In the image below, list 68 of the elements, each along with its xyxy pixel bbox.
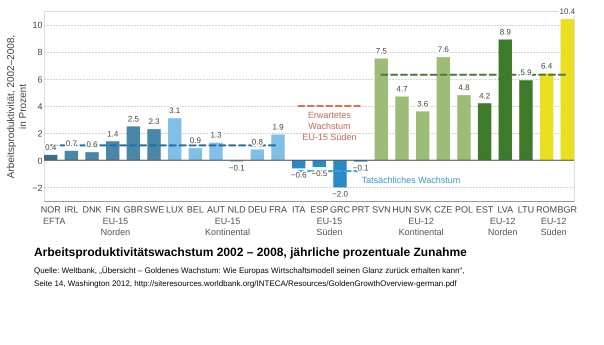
x-tick-label: DEU [248,204,267,214]
y-tick-label: −2 [32,182,42,193]
x-tick-label: FIN [105,204,120,214]
annotation: Tatsächliches Wachstum [362,175,460,185]
x-tick-label: SWE [144,204,164,214]
data-label: −0.6 [290,170,308,180]
x-tick-label: EST [476,204,494,214]
x-tick-label: GBR [124,204,144,214]
data-label: 1.3 [210,130,222,140]
x-tick-label: DNK [82,204,102,214]
data-label: 4.2 [479,91,491,100]
data-label: 4.8 [458,83,470,92]
y-tick-label: 8 [37,47,42,58]
text: EU-12 Süden [540,216,567,237]
x-tick-label: IRL [64,204,78,214]
data-label: 0.8 [252,137,264,146]
x-tick-label: ROM [536,204,558,214]
y-axis-title: Arbeitsproduktivität, 2002–2008, in Prozent [6,34,30,178]
x-tick-label: NLD [228,204,246,214]
data-label: 6.4 [541,61,553,70]
x-tick-label: BEL [186,204,204,214]
text: EU-15 Norden [100,216,130,237]
y-tick-label: 0 [37,156,42,166]
data-label: 1.9 [272,122,284,132]
data-label: 10.4 [559,7,576,16]
data-label: 2.3 [148,117,160,126]
data-label: 3.6 [417,99,429,108]
data-label: 3.1 [169,106,181,116]
x-tick-label: NOR [40,204,62,214]
x-tick-label: CZE [434,204,452,214]
x-tick-label: SVN [372,204,391,214]
data-label: −0.1 [352,164,370,173]
y-tick-label: 10 [32,20,42,30]
x-tick-label: LUX [166,204,184,214]
data-label: 1.4 [107,129,119,138]
x-tick-label: SVK [414,204,432,214]
text: EU-15 Kontinental [204,216,250,237]
y-tick-label: 4 [37,102,42,112]
text: Arbeitsproduktivitätswachstum 2002 – 2008, jährliche prozentuale Zunahme [34,245,468,259]
text: EU-12 Norden [488,216,518,237]
x-tick-label: AUT [207,204,226,214]
annotation: Erwartetes Wachstum EU-15 Süden [302,110,356,142]
x-tick-label: LVA [497,204,514,214]
x-tick-label: HUN [392,204,412,214]
y-tick-label: 6 [37,74,42,84]
x-tick-label: FRA [269,204,288,214]
x-tick-label: ESP [310,204,328,214]
x-tick-label: GRC [330,204,350,214]
data-label: 7.6 [438,45,450,54]
data-label: 2.5 [128,114,140,124]
x-tick-label: BGR [558,204,578,214]
data-label: −0.1 [228,164,246,173]
data-label: −2.0 [332,189,348,198]
data-label: 0.4 [45,142,57,152]
source-note: Quelle: Weltbank, „Übersicht – Goldenes Wachstum: Wie Europas Wirtschaftsmodell seinen Glanz zurück erhalten kann“, [34,266,464,275]
data-label: 8.9 [500,28,512,36]
x-tick-label: LTU [518,204,534,214]
x-tick-label: ITA [292,204,306,214]
text: Seite 14, Washington 2012, http://siteresources.worldbank.org/INTECA/Resources/GoldenGrowthOverview-german.pdf [34,279,458,288]
data-label: 4.7 [396,84,408,94]
y-tick-label: 2 [37,128,42,139]
x-tick-label: PRT [352,204,370,214]
data-label: 0.9 [190,136,202,146]
text: EFTA [43,216,66,226]
x-tick-label: POL [454,204,473,214]
text: EU-15 Süden [316,216,342,237]
text: EU-12 Kontinental [398,216,444,237]
data-label: 7.5 [376,46,388,56]
